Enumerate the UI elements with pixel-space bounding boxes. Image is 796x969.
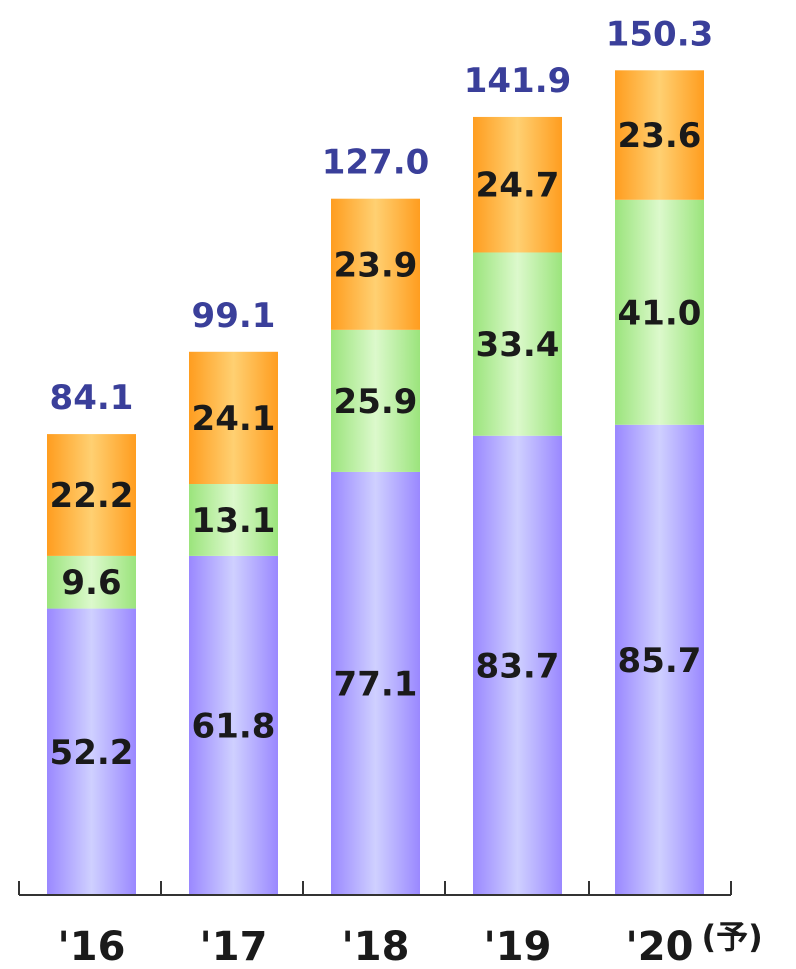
total-value-label: 150.3 — [606, 14, 714, 54]
forecast-suffix-label: (予) — [702, 918, 763, 956]
segment-value-label: 25.9 — [334, 382, 418, 422]
segment-value-label: 23.9 — [334, 245, 418, 285]
segment-value-label: 77.1 — [334, 664, 418, 704]
segment-value-label: 22.2 — [50, 476, 134, 516]
category-label: '18 — [342, 924, 410, 969]
category-label: '17 — [200, 924, 268, 969]
segment-value-label: 33.4 — [476, 325, 560, 365]
segment-value-label: 9.6 — [61, 563, 121, 603]
bar-segment-2-3 — [473, 252, 562, 436]
segment-value-label: 52.2 — [50, 733, 134, 773]
segment-value-label: 23.6 — [618, 116, 702, 156]
labels-layer: 52.2 9.6 22.2 84.1 '16 61.8 13.1 24.1 99.1 '17 77.… — [50, 14, 763, 969]
total-value-label: 141.9 — [464, 61, 572, 101]
total-value-label: 99.1 — [192, 296, 276, 336]
x-axis — [18, 881, 732, 896]
category-label: '19 — [484, 924, 552, 969]
segment-value-label: 85.7 — [618, 641, 702, 681]
bar-segment-1-0 — [47, 608, 136, 895]
bar-segment-3-1 — [189, 351, 278, 485]
category-label: '20 — [626, 924, 694, 969]
bar-segment-1-3 — [473, 435, 562, 895]
bar-segment-2-4 — [615, 199, 704, 425]
bar-segment-1-2 — [331, 471, 420, 895]
segment-value-label: 41.0 — [618, 293, 702, 333]
category-label: '16 — [58, 924, 126, 969]
bar-segment-2-1 — [189, 484, 278, 556]
bar-segment-2-0 — [47, 555, 136, 609]
segment-value-label: 24.1 — [192, 399, 276, 439]
total-value-label: 127.0 — [322, 143, 430, 183]
segment-value-label: 61.8 — [192, 706, 276, 746]
bar-segment-3-4 — [615, 70, 704, 200]
bar-segment-1-1 — [189, 555, 278, 895]
bar-segment-3-3 — [473, 116, 562, 253]
bars-layer — [47, 70, 704, 895]
bar-segment-1-4 — [615, 424, 704, 895]
bar-segment-2-2 — [331, 329, 420, 472]
bar-segment-3-0 — [47, 434, 136, 556]
segment-value-label: 13.1 — [192, 501, 276, 541]
total-value-label: 84.1 — [50, 378, 134, 418]
segment-value-label: 83.7 — [476, 646, 560, 686]
segment-value-label: 24.7 — [476, 166, 560, 206]
bar-segment-3-2 — [331, 198, 420, 330]
